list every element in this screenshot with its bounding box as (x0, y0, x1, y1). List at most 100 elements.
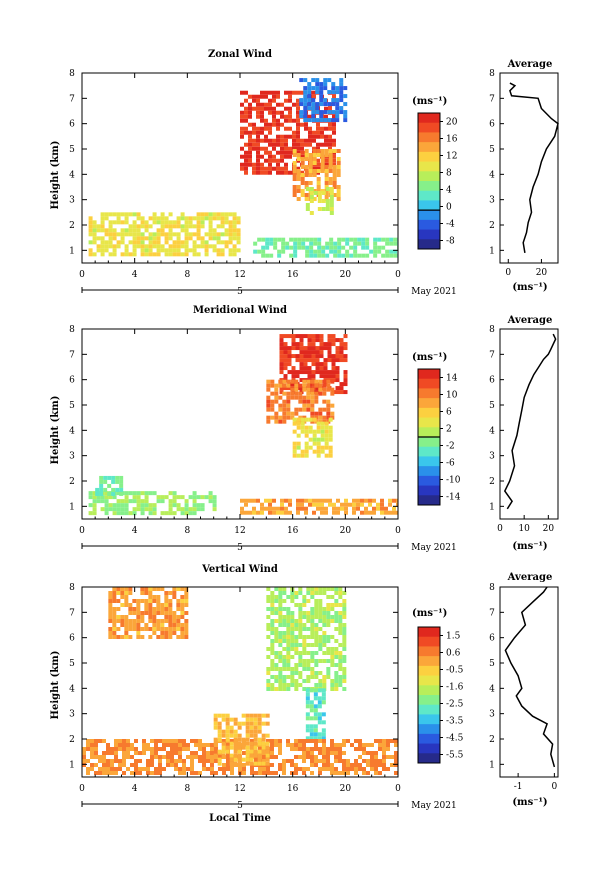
heatmap-cell (200, 220, 205, 225)
heatmap-cell (319, 350, 324, 355)
heatmap-cell (328, 134, 332, 139)
heatmap-cell (249, 725, 254, 730)
heatmap-cell (176, 216, 181, 221)
heatmap-cell (317, 700, 322, 705)
heatmap-cell (138, 759, 142, 763)
heatmap-cell (266, 627, 271, 631)
colorbar-tick-label: 6 (446, 408, 452, 418)
heatmap-cell (144, 587, 149, 591)
heatmap-cell (172, 611, 177, 615)
heatmap-cell (202, 747, 206, 751)
heatmap-cell (326, 603, 331, 607)
heatmap-cell (374, 739, 378, 743)
heatmap-cell (310, 615, 315, 619)
heatmap-cell (196, 503, 201, 508)
heatmap-cell (332, 510, 336, 515)
heatmap-cell (136, 615, 141, 619)
heatmap-cell (256, 114, 260, 119)
heatmap-cell (286, 395, 291, 400)
heatmap-cell (305, 692, 310, 697)
heatmap-cell (336, 157, 341, 161)
heatmap-cell (272, 94, 276, 99)
heatmap-cell (299, 366, 304, 371)
heatmap-cell (313, 732, 318, 737)
heatmap-cell (296, 421, 301, 426)
heatmap-cell (176, 220, 181, 225)
heatmap-cell (282, 407, 287, 412)
heatmap-cell (120, 499, 125, 504)
heatmap-cell (319, 370, 324, 375)
heatmap-cell (237, 733, 242, 738)
heatmap-cell (264, 158, 268, 163)
heatmap-cell (276, 90, 280, 95)
heatmap-cell (92, 495, 97, 500)
heatmap-cell (299, 354, 304, 359)
heatmap-cell (316, 177, 321, 181)
heatmap-cell (336, 498, 340, 503)
heatmap-cell (292, 169, 297, 173)
heatmap-cell (278, 395, 283, 400)
heatmap-cell (92, 232, 97, 237)
colorbar-segment (418, 495, 440, 506)
heatmap-cell (150, 747, 154, 751)
heatmap-cell (174, 767, 178, 771)
heatmap-cell (286, 635, 291, 639)
heatmap-cell (248, 498, 252, 503)
heatmap-cell (313, 249, 318, 254)
heatmap-cell (86, 771, 90, 775)
colorbar-segment (418, 646, 440, 657)
heatmap-cell (134, 771, 138, 775)
heatmap-cell (224, 232, 229, 237)
heatmap-cell (342, 671, 347, 675)
heatmap-cell (104, 507, 109, 512)
heatmap-cell (300, 157, 305, 161)
heatmap-cell (268, 506, 272, 511)
heatmap-cell (124, 595, 129, 599)
heatmap-cell (313, 696, 318, 701)
heatmap-cell (327, 342, 332, 347)
heatmap-cell (225, 721, 230, 726)
heatmap-cell (302, 627, 307, 631)
heatmap-cell (180, 252, 185, 257)
heatmap-cell (327, 350, 332, 355)
heatmap-cell (224, 220, 229, 225)
heatmap-cell (146, 743, 150, 747)
heatmap-cell (170, 739, 174, 743)
heatmap-cell (284, 154, 288, 159)
heatmap-cell (312, 449, 317, 454)
heatmap-cell (335, 110, 340, 115)
heatmap-cell (146, 763, 150, 767)
heatmap-cell (96, 248, 101, 253)
heatmap-cell (258, 771, 262, 775)
average-x-tick-label: 10 (518, 524, 530, 534)
heatmap-cell (373, 241, 378, 246)
heatmap-cell (252, 142, 256, 147)
colorbar-segment (418, 369, 440, 380)
heatmap-cell (108, 615, 113, 619)
heatmap-cell (321, 712, 326, 717)
heatmap-cell (120, 212, 125, 217)
heatmap-cell (92, 503, 97, 508)
heatmap-cell (342, 767, 346, 771)
heatmap-cell (152, 503, 157, 508)
heatmap-cell (319, 94, 324, 99)
heatmap-cell (378, 747, 382, 751)
heatmap-cell (260, 118, 264, 123)
heatmap-cell (216, 236, 221, 241)
heatmap-cell (160, 631, 165, 635)
heatmap-cell (128, 240, 133, 245)
heatmap-cell (237, 749, 242, 754)
heatmap-cell (213, 741, 218, 746)
heatmap-cell (204, 240, 209, 245)
heatmap-cell (272, 510, 276, 515)
heatmap-cell (288, 90, 292, 95)
heatmap-cell (343, 110, 348, 115)
heatmap-cell (382, 739, 386, 743)
average-profile-line (503, 333, 557, 510)
heatmap-cell (256, 498, 260, 503)
heatmap-cell (216, 216, 221, 221)
heatmap-cell (384, 506, 388, 511)
heatmap-cell (233, 745, 238, 750)
heatmap-cell (324, 453, 329, 458)
